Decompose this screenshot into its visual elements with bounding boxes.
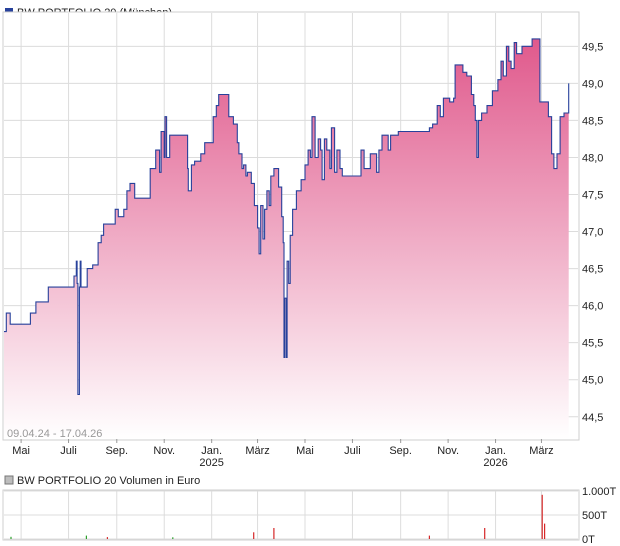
- x-tick-label: Mai: [296, 445, 314, 457]
- x-tick-label: Juli: [344, 445, 361, 457]
- y-tick-label: 48,0: [582, 152, 603, 164]
- x-tick-label: März: [529, 445, 553, 457]
- y-tick-label: 49,0: [582, 78, 603, 90]
- y-tick-label: 44,5: [582, 412, 603, 424]
- y-tick-label: 46,0: [582, 301, 603, 313]
- x-tick-label: Sep.: [389, 445, 412, 457]
- y-tick-label: 49,5: [582, 41, 603, 53]
- x-tick-label: Sep.: [105, 445, 128, 457]
- price-line: [4, 38, 570, 396]
- price-y-axis: 44,5 45,0 45,5 46,0 46,5 47,0 47,5 48,0 48,5 49,0…: [582, 41, 603, 423]
- volume-chart-title: BW PORTFOLIO 20 Volumen in Euro: [17, 475, 200, 487]
- x-tick-label: Mai: [12, 445, 30, 457]
- volume-grid: [4, 490, 578, 540]
- volume-y-tick-label: 500T: [582, 510, 607, 522]
- volume-bar: [273, 528, 275, 539]
- volume-bar: [541, 494, 543, 539]
- x-tick-year: 2026: [483, 457, 507, 469]
- x-tick-label: Juli: [60, 445, 77, 457]
- price-area: [4, 38, 569, 440]
- volume-y-axis: 1.000T 500T 0T: [582, 486, 617, 546]
- y-tick-label: 45,5: [582, 338, 603, 350]
- x-tick-year: 2025: [199, 457, 223, 469]
- y-tick-label: 47,5: [582, 190, 603, 202]
- volume-bar: [85, 535, 87, 539]
- volume-bar: [172, 537, 174, 539]
- volume-y-tick-label: 0T: [582, 534, 595, 546]
- volume-y-tick-label: 1.000T: [582, 486, 617, 498]
- volume-bars: [10, 494, 546, 539]
- x-tick-label: Nov.: [153, 445, 175, 457]
- y-tick-label: 46,5: [582, 264, 603, 276]
- y-tick-label: 45,0: [582, 375, 603, 387]
- x-tick-label: März: [245, 445, 269, 457]
- volume-bar: [10, 536, 12, 539]
- x-tick-label: Jan.: [485, 445, 506, 457]
- volume-bar: [106, 537, 108, 539]
- volume-bar: [544, 523, 546, 539]
- volume-bar: [253, 532, 255, 539]
- date-range-label: 09.04.24 - 17.04.26: [7, 428, 102, 440]
- volume-legend-marker: [4, 475, 14, 485]
- volume-bar: [484, 528, 486, 539]
- y-tick-label: 47,0: [582, 227, 603, 239]
- y-tick-label: 48,5: [582, 115, 603, 127]
- volume-bar: [428, 535, 430, 539]
- x-tick-label: Nov.: [437, 445, 459, 457]
- x-tick-label: Jan.: [201, 445, 222, 457]
